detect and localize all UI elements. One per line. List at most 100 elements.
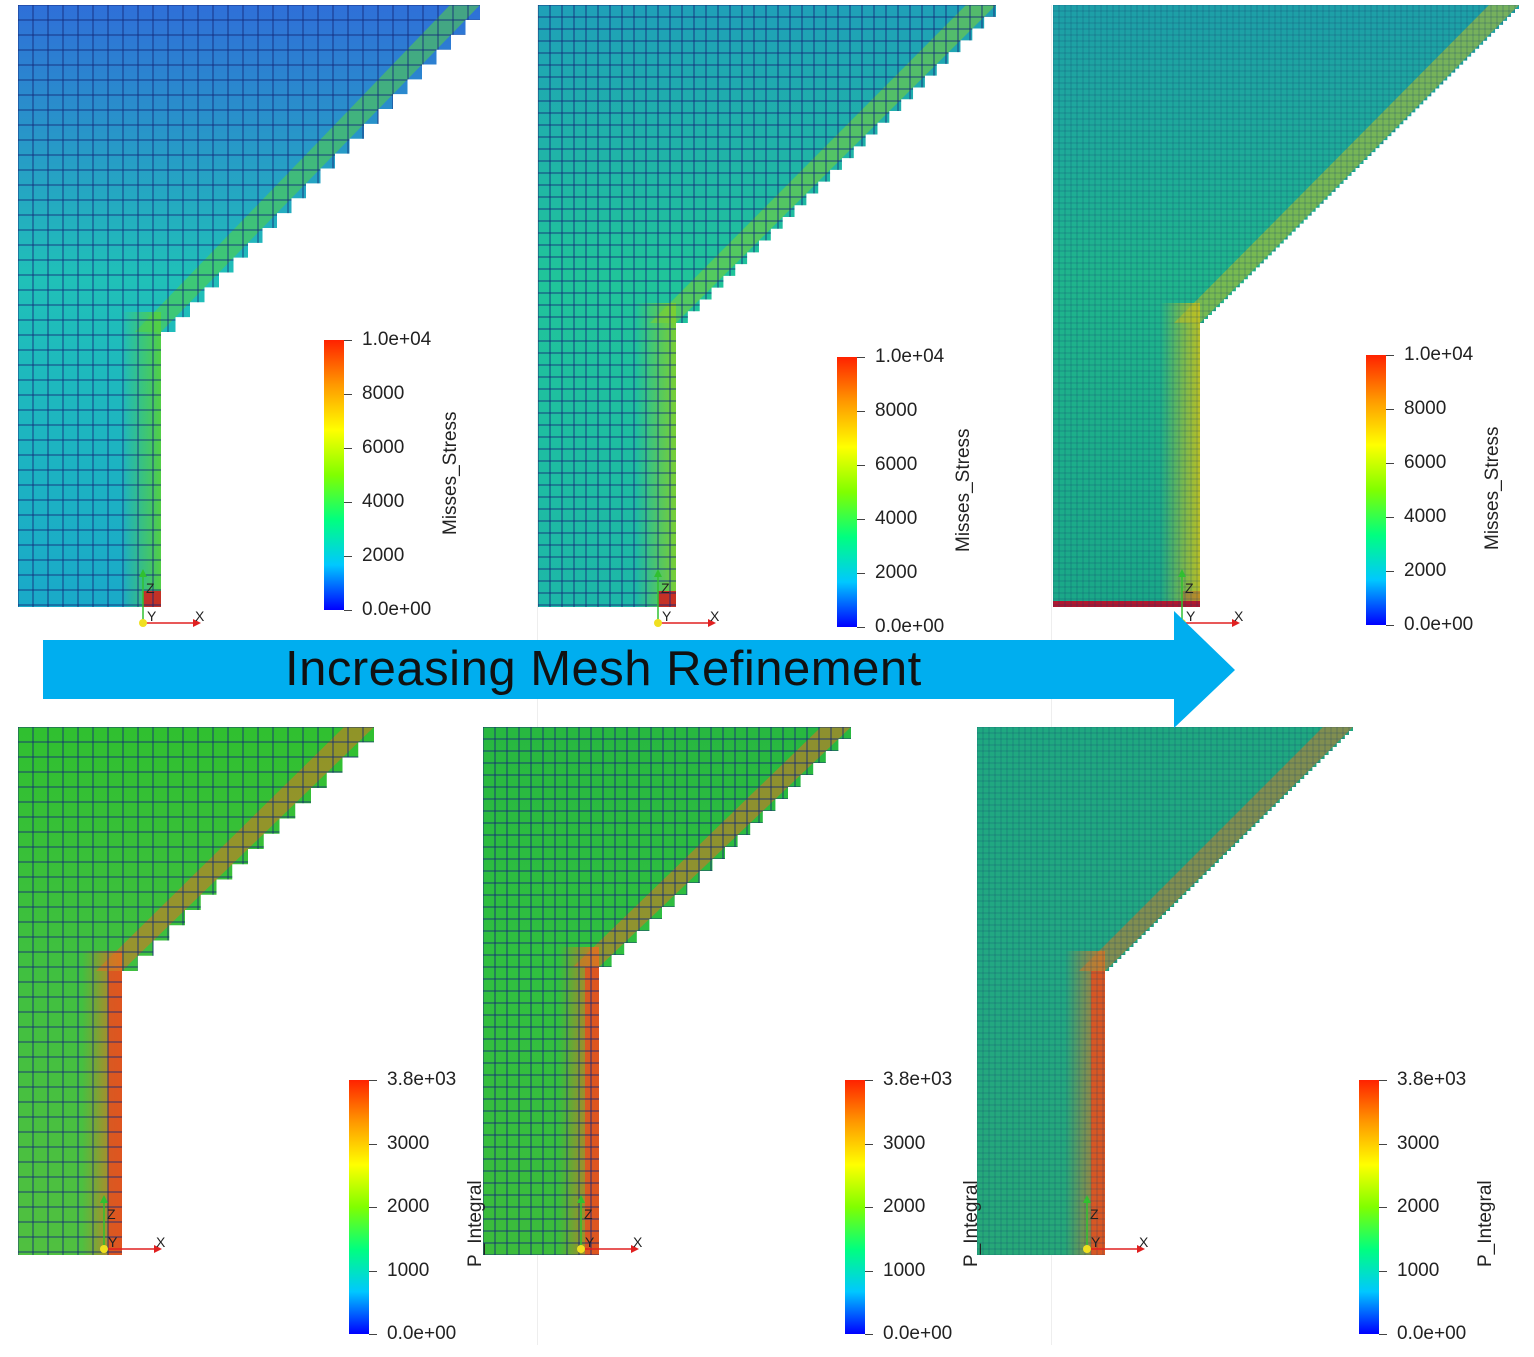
- colorbar-tick: [857, 411, 865, 412]
- axis-label-right: X: [710, 608, 720, 624]
- colorbar-tick-label: 3000: [883, 1132, 926, 1154]
- colorbar-tick-label: 3000: [1397, 1132, 1440, 1154]
- colorbar-tick-label: 0.0e+00: [362, 599, 432, 620]
- axis-label-normal: Y: [1186, 608, 1196, 624]
- colorbar-tick-label: 1000: [883, 1259, 926, 1281]
- colorbar-tick-label: 0.0e+00: [883, 1323, 953, 1344]
- colorbar-tick-label: 2000: [875, 562, 918, 583]
- axis-label-up: Z: [146, 580, 155, 596]
- panel-coarse-pintegral: Y X Z: [0, 0, 537, 1357]
- axis-triad: Y X Z: [1083, 1195, 1149, 1253]
- colorbar-tick-label: 2000: [362, 545, 405, 566]
- axis-triad: Y X Z: [577, 1195, 643, 1253]
- colorbar-tick-label: 1.0e+04: [875, 346, 945, 367]
- colorbar-gradient: [845, 1080, 865, 1334]
- colorbar-tick-label: 6000: [875, 454, 918, 475]
- colorbar-tick: [344, 340, 352, 341]
- colorbar-tick: [857, 357, 865, 358]
- axis-label-right: X: [195, 608, 205, 624]
- colorbar-tick: [865, 1080, 873, 1081]
- panel-medium-mises: Y X Z: [0, 0, 1051, 640]
- colorbar-tick: [857, 627, 865, 628]
- colorbar-tick-label: 3.8e+03: [1397, 1069, 1467, 1090]
- colorbar-tick-label: 2000: [1397, 1196, 1440, 1217]
- colorbar-fine-mises: 1.0e+04 8000 6000 4000 2000 0.0e+00 Misses_Str…: [1366, 345, 1503, 634]
- colorbar-tick-label: 1000: [1397, 1259, 1440, 1281]
- axis-label-normal: Y: [108, 1234, 118, 1250]
- colorbar-tick-label: 1000: [387, 1259, 430, 1281]
- axis-label-right: X: [156, 1234, 166, 1250]
- colorbar-gradient: [837, 357, 857, 627]
- colorbar-tick-label: 6000: [1404, 452, 1447, 473]
- colorbar-tick-label: 8000: [1404, 398, 1447, 419]
- colorbar-tick: [1379, 1270, 1387, 1272]
- colorbar-fine-pintegral: 3.8e+03 3000 2000 1000 0.0e+00 P_Integral: [1359, 1070, 1496, 1343]
- colorbar-tick: [857, 519, 865, 520]
- colorbar-tick-label: 0.0e+00: [1397, 1323, 1467, 1344]
- colorbar-tick: [344, 556, 352, 557]
- colorbar-tick: [344, 610, 352, 611]
- colorbar-tick-label: 6000: [362, 437, 405, 458]
- colorbar-tick: [865, 1270, 873, 1272]
- colorbar-tick-label: 4000: [362, 491, 405, 512]
- colorbar-coarse-pintegral: 3.8e+03 3000 2000 1000 0.0e+00 P_Integral: [349, 1070, 486, 1343]
- colorbar-tick-label: 4000: [1404, 506, 1447, 527]
- colorbar-tick: [1379, 1207, 1387, 1208]
- colorbar-gradient: [1366, 355, 1386, 625]
- colorbar-tick-label: 4000: [875, 508, 918, 529]
- axis-label-up: Z: [661, 580, 670, 596]
- axis-triad: Y X Z: [100, 1195, 166, 1253]
- colorbar-tick-label: 0.0e+00: [387, 1323, 457, 1344]
- colorbar-tick-label: 3.8e+03: [883, 1069, 953, 1090]
- axis-label-normal: Y: [1091, 1234, 1101, 1250]
- panel-coarse-mises: Y X Z: [0, 0, 537, 640]
- colorbar-tick: [1386, 355, 1394, 356]
- colorbar-coarse-mises: 1.0e+04 8000 6000 4000 2000 0.0e+00 Misses_Str…: [324, 330, 461, 619]
- colorbar-tick-label: 3.8e+03: [387, 1069, 457, 1090]
- colorbar-tick: [1379, 1143, 1387, 1145]
- colorbar-tick: [865, 1143, 873, 1145]
- axis-triad: Y X Z: [139, 569, 205, 627]
- colorbar-gradient: [1359, 1080, 1379, 1334]
- colorbar-gradient: [349, 1080, 369, 1334]
- colorbar-tick-label: 0.0e+00: [1404, 614, 1474, 635]
- colorbar-tick: [369, 1143, 377, 1145]
- colorbar-tick: [1379, 1080, 1387, 1081]
- colorbar-tick-label: 8000: [875, 400, 918, 421]
- axis-label-normal: Y: [147, 608, 157, 624]
- colorbar-tick: [344, 394, 352, 395]
- axis-label-up: Z: [584, 1206, 593, 1222]
- colorbar-tick: [369, 1080, 377, 1081]
- colorbar-tick: [1386, 517, 1394, 518]
- colorbar-tick-label: 2000: [1404, 560, 1447, 581]
- colorbar-tick-label: 2000: [387, 1196, 430, 1217]
- colorbar-tick: [1386, 463, 1394, 464]
- colorbar-tick-label: 3000: [387, 1132, 430, 1154]
- colorbar-tick-label: 1.0e+04: [1404, 344, 1474, 365]
- colorbar-tick: [1386, 625, 1394, 626]
- colorbar-tick: [1379, 1334, 1387, 1335]
- axis-label-up: Z: [107, 1206, 116, 1222]
- banner-text: Increasing Mesh Refinement: [285, 642, 922, 696]
- axis-label-normal: Y: [585, 1234, 595, 1250]
- colorbar-tick: [865, 1334, 873, 1335]
- colorbar-tick: [344, 448, 352, 449]
- colorbar-tick: [857, 465, 865, 466]
- colorbar-tick: [369, 1270, 377, 1272]
- axis-label-normal: Y: [662, 608, 672, 624]
- panel-medium-pintegral: Y X Z: [483, 727, 851, 1255]
- axis-label-right: X: [633, 1234, 643, 1250]
- colorbar-tick: [369, 1334, 377, 1335]
- colorbar-tick: [1386, 409, 1394, 410]
- axis-label-right: X: [1139, 1234, 1149, 1250]
- colorbar-tick: [865, 1207, 873, 1208]
- axis-label-up: Z: [1185, 580, 1194, 596]
- colorbar-tick-label: 1.0e+04: [362, 329, 432, 350]
